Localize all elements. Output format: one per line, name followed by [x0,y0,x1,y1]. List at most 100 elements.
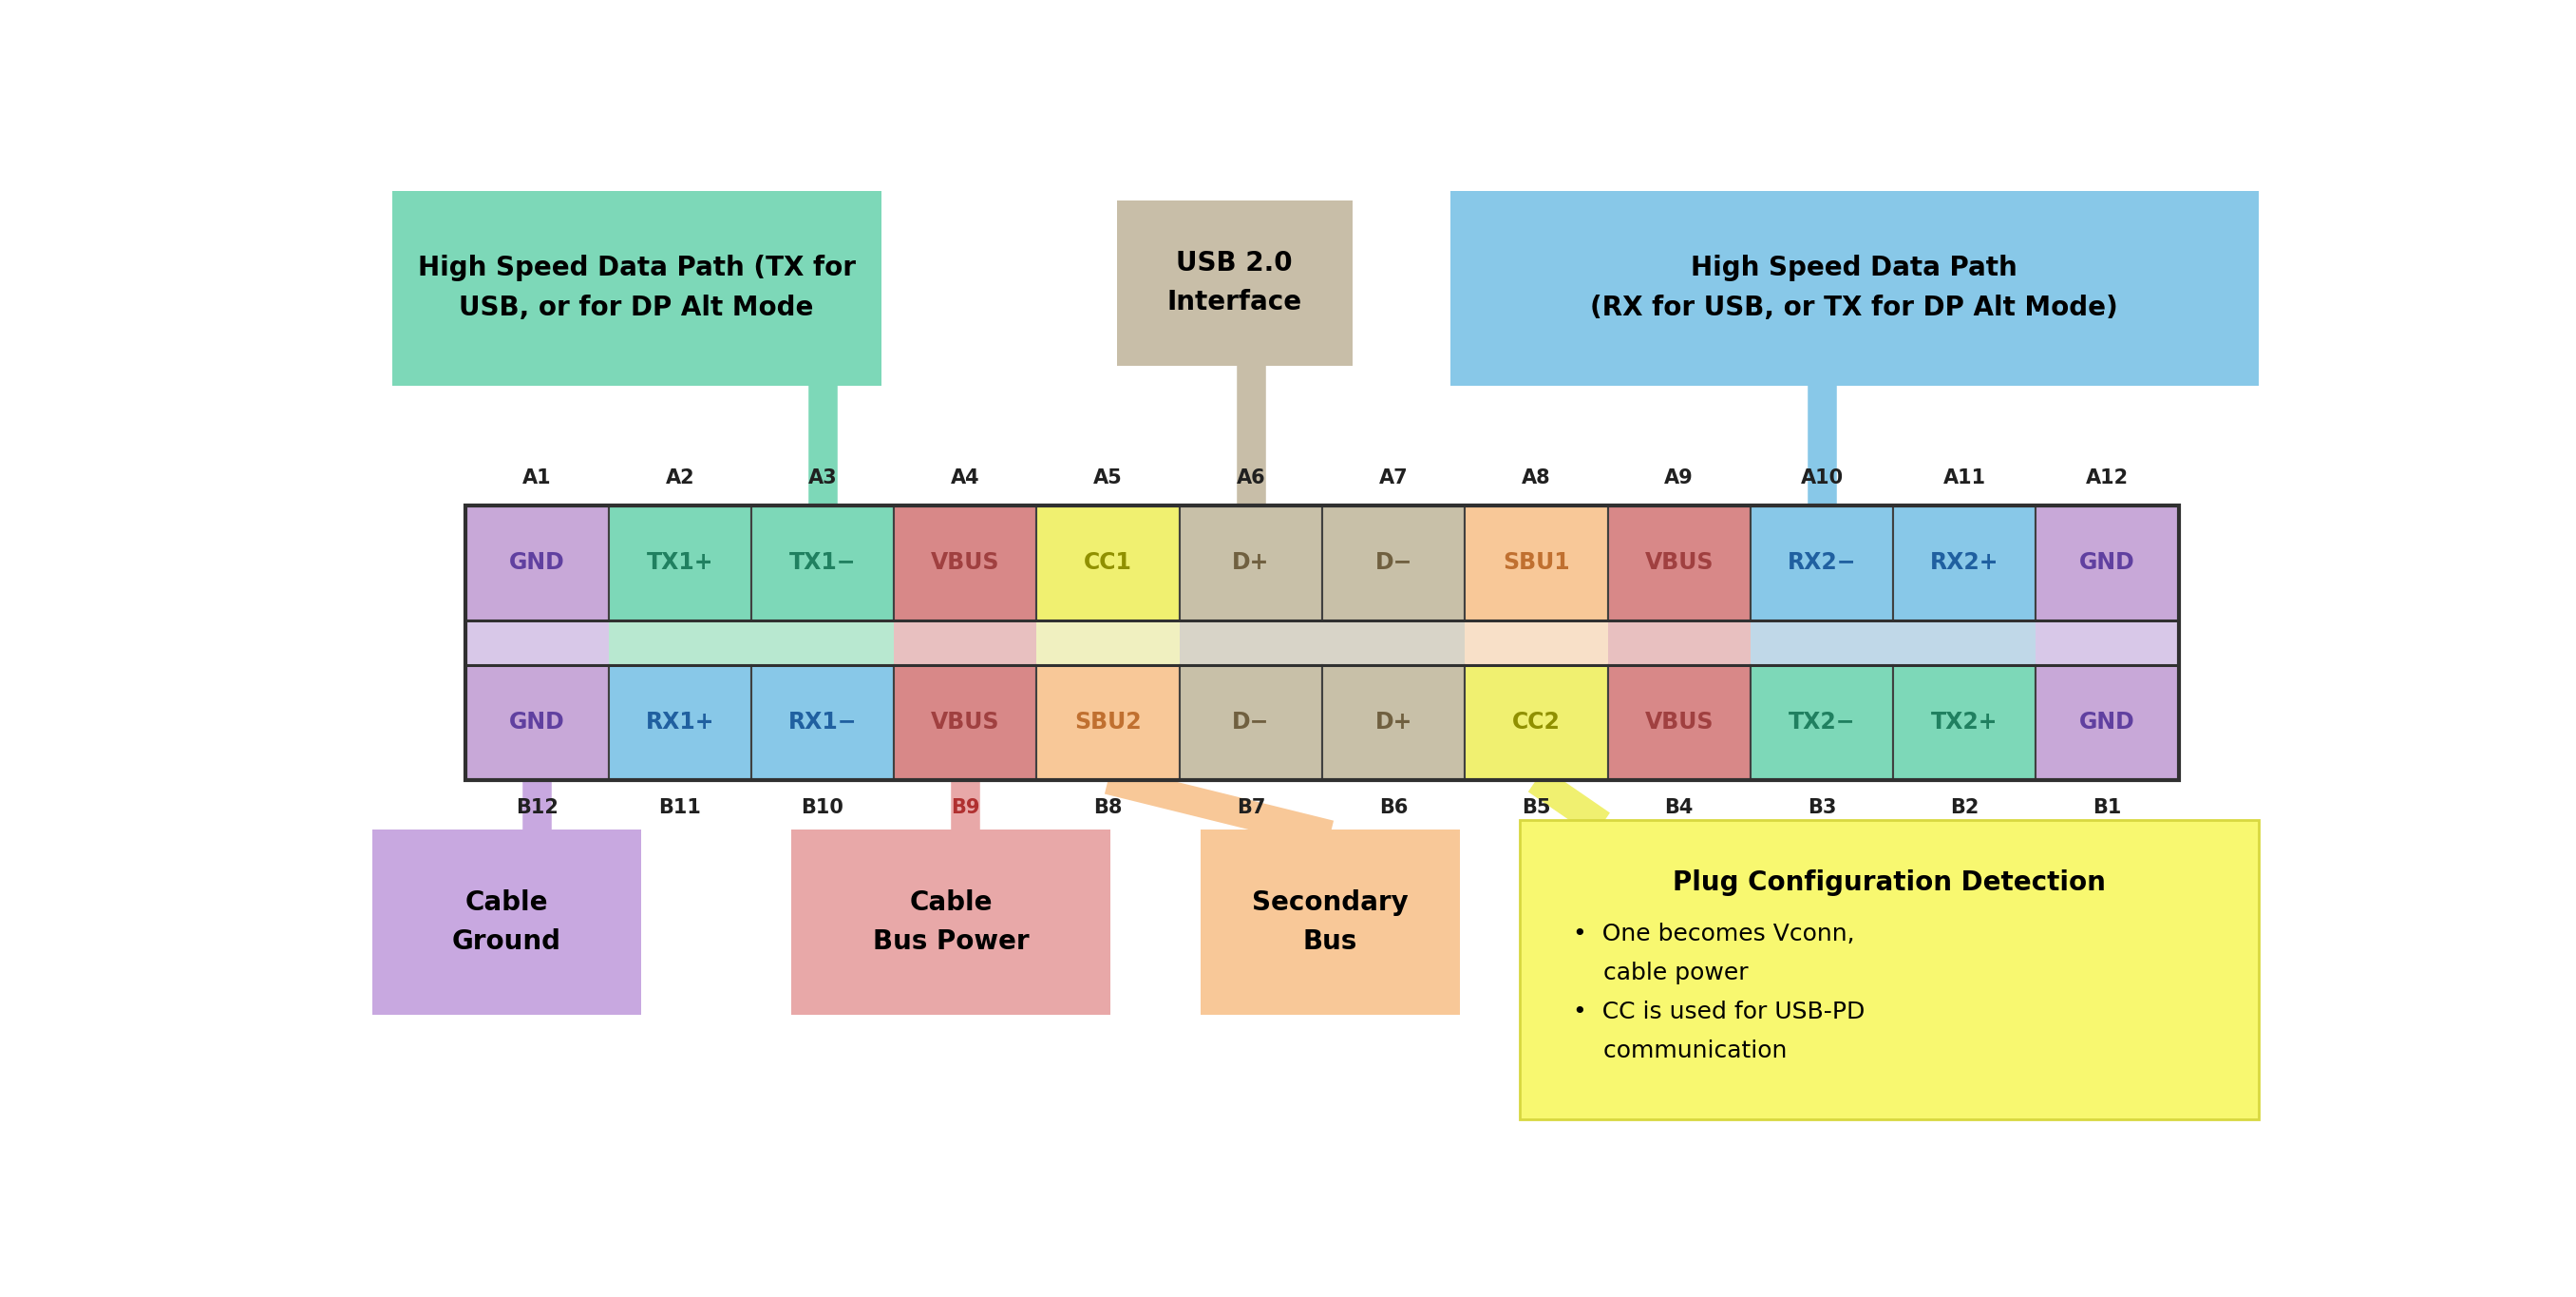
Text: TX1+: TX1+ [647,551,714,575]
Text: Plug Configuration Detection: Plug Configuration Detection [1672,869,2105,896]
Text: A5: A5 [1092,468,1123,488]
Text: USB 2.0
Interface: USB 2.0 Interface [1167,250,1301,316]
Bar [2035,620,2179,665]
Bar [1036,505,1180,620]
Text: A10: A10 [1801,468,1844,488]
Bar [608,665,752,779]
Text: VBUS: VBUS [1643,711,1713,734]
Text: A9: A9 [1664,468,1692,488]
Bar [466,665,608,779]
FancyBboxPatch shape [392,191,881,385]
Text: Cable
Ground: Cable Ground [451,890,562,955]
Text: D+: D+ [1231,551,1270,575]
Bar [752,505,894,620]
Text: RX2+: RX2+ [1929,551,1999,575]
Bar [2035,505,2179,620]
Text: GND: GND [2079,711,2136,734]
Text: TX1−: TX1− [788,551,855,575]
FancyBboxPatch shape [1115,201,1352,366]
Text: A6: A6 [1236,468,1265,488]
Text: B10: B10 [801,798,845,817]
Bar [1466,505,1607,620]
Bar [1607,620,1752,665]
Text: B11: B11 [659,798,701,817]
Text: SBU1: SBU1 [1502,551,1569,575]
Bar [1321,620,1466,665]
Bar [1893,505,2035,620]
Text: A11: A11 [1942,468,1986,488]
Text: Secondary
Bus: Secondary Bus [1252,890,1409,955]
Text: A8: A8 [1522,468,1551,488]
Text: GND: GND [2079,551,2136,575]
FancyBboxPatch shape [371,830,641,1014]
Bar [1036,620,1180,665]
Text: A12: A12 [2087,468,2128,488]
Bar [466,505,2179,779]
Bar [608,620,752,665]
Text: TX2−: TX2− [1788,711,1855,734]
Bar [1893,620,2035,665]
Text: D−: D− [1231,711,1270,734]
Text: SBU2: SBU2 [1074,711,1141,734]
Bar [752,665,894,779]
Text: B2: B2 [1950,798,1978,817]
Text: VBUS: VBUS [930,711,999,734]
Text: D+: D+ [1376,711,1412,734]
Text: VBUS: VBUS [930,551,999,575]
Text: A1: A1 [523,468,551,488]
Bar [466,505,608,620]
Bar [1321,665,1466,779]
Text: Cable
Bus Power: Cable Bus Power [873,890,1028,955]
Text: High Speed Data Path
(RX for USB, or TX for DP Alt Mode): High Speed Data Path (RX for USB, or TX … [1589,256,2117,320]
Text: A4: A4 [951,468,979,488]
Bar [1607,665,1752,779]
Bar [1036,665,1180,779]
Bar [1180,620,1321,665]
Bar [466,620,608,665]
FancyBboxPatch shape [1520,820,2259,1119]
Bar [1180,665,1321,779]
Text: A3: A3 [809,468,837,488]
Text: GND: GND [510,711,564,734]
Text: B3: B3 [1808,798,1837,817]
Text: •  One becomes Vconn,
    cable power
•  CC is used for USB-PD
    communication: • One becomes Vconn, cable power • CC is… [1574,922,1865,1062]
Text: RX1−: RX1− [788,711,858,734]
Text: B7: B7 [1236,798,1265,817]
FancyBboxPatch shape [791,830,1110,1014]
Bar [1466,665,1607,779]
Text: B9: B9 [951,798,979,817]
Text: High Speed Data Path (TX for
USB, or for DP Alt Mode: High Speed Data Path (TX for USB, or for… [417,256,855,320]
Text: CC2: CC2 [1512,711,1561,734]
Text: TX2+: TX2+ [1932,711,1999,734]
Bar [608,505,752,620]
Text: B6: B6 [1378,798,1409,817]
Text: RX1+: RX1+ [647,711,714,734]
Bar [1180,505,1321,620]
Text: B8: B8 [1095,798,1123,817]
FancyBboxPatch shape [1450,191,2259,385]
Text: B5: B5 [1522,798,1551,817]
Bar [1893,665,2035,779]
Text: VBUS: VBUS [1643,551,1713,575]
Bar [1466,620,1607,665]
Text: B4: B4 [1664,798,1692,817]
Text: A2: A2 [665,468,696,488]
Bar [2035,665,2179,779]
Text: A7: A7 [1378,468,1409,488]
Bar [1321,505,1466,620]
Text: CC1: CC1 [1084,551,1133,575]
Bar [1752,665,1893,779]
Text: D−: D− [1376,551,1412,575]
Bar [1607,505,1752,620]
Text: B12: B12 [515,798,559,817]
Bar [894,620,1036,665]
Text: GND: GND [510,551,564,575]
Bar [752,620,894,665]
Bar [894,505,1036,620]
FancyBboxPatch shape [1200,830,1461,1014]
Bar [1752,505,1893,620]
Text: RX2−: RX2− [1788,551,1857,575]
Bar [1752,620,1893,665]
Text: B1: B1 [2092,798,2123,817]
Bar [894,665,1036,779]
